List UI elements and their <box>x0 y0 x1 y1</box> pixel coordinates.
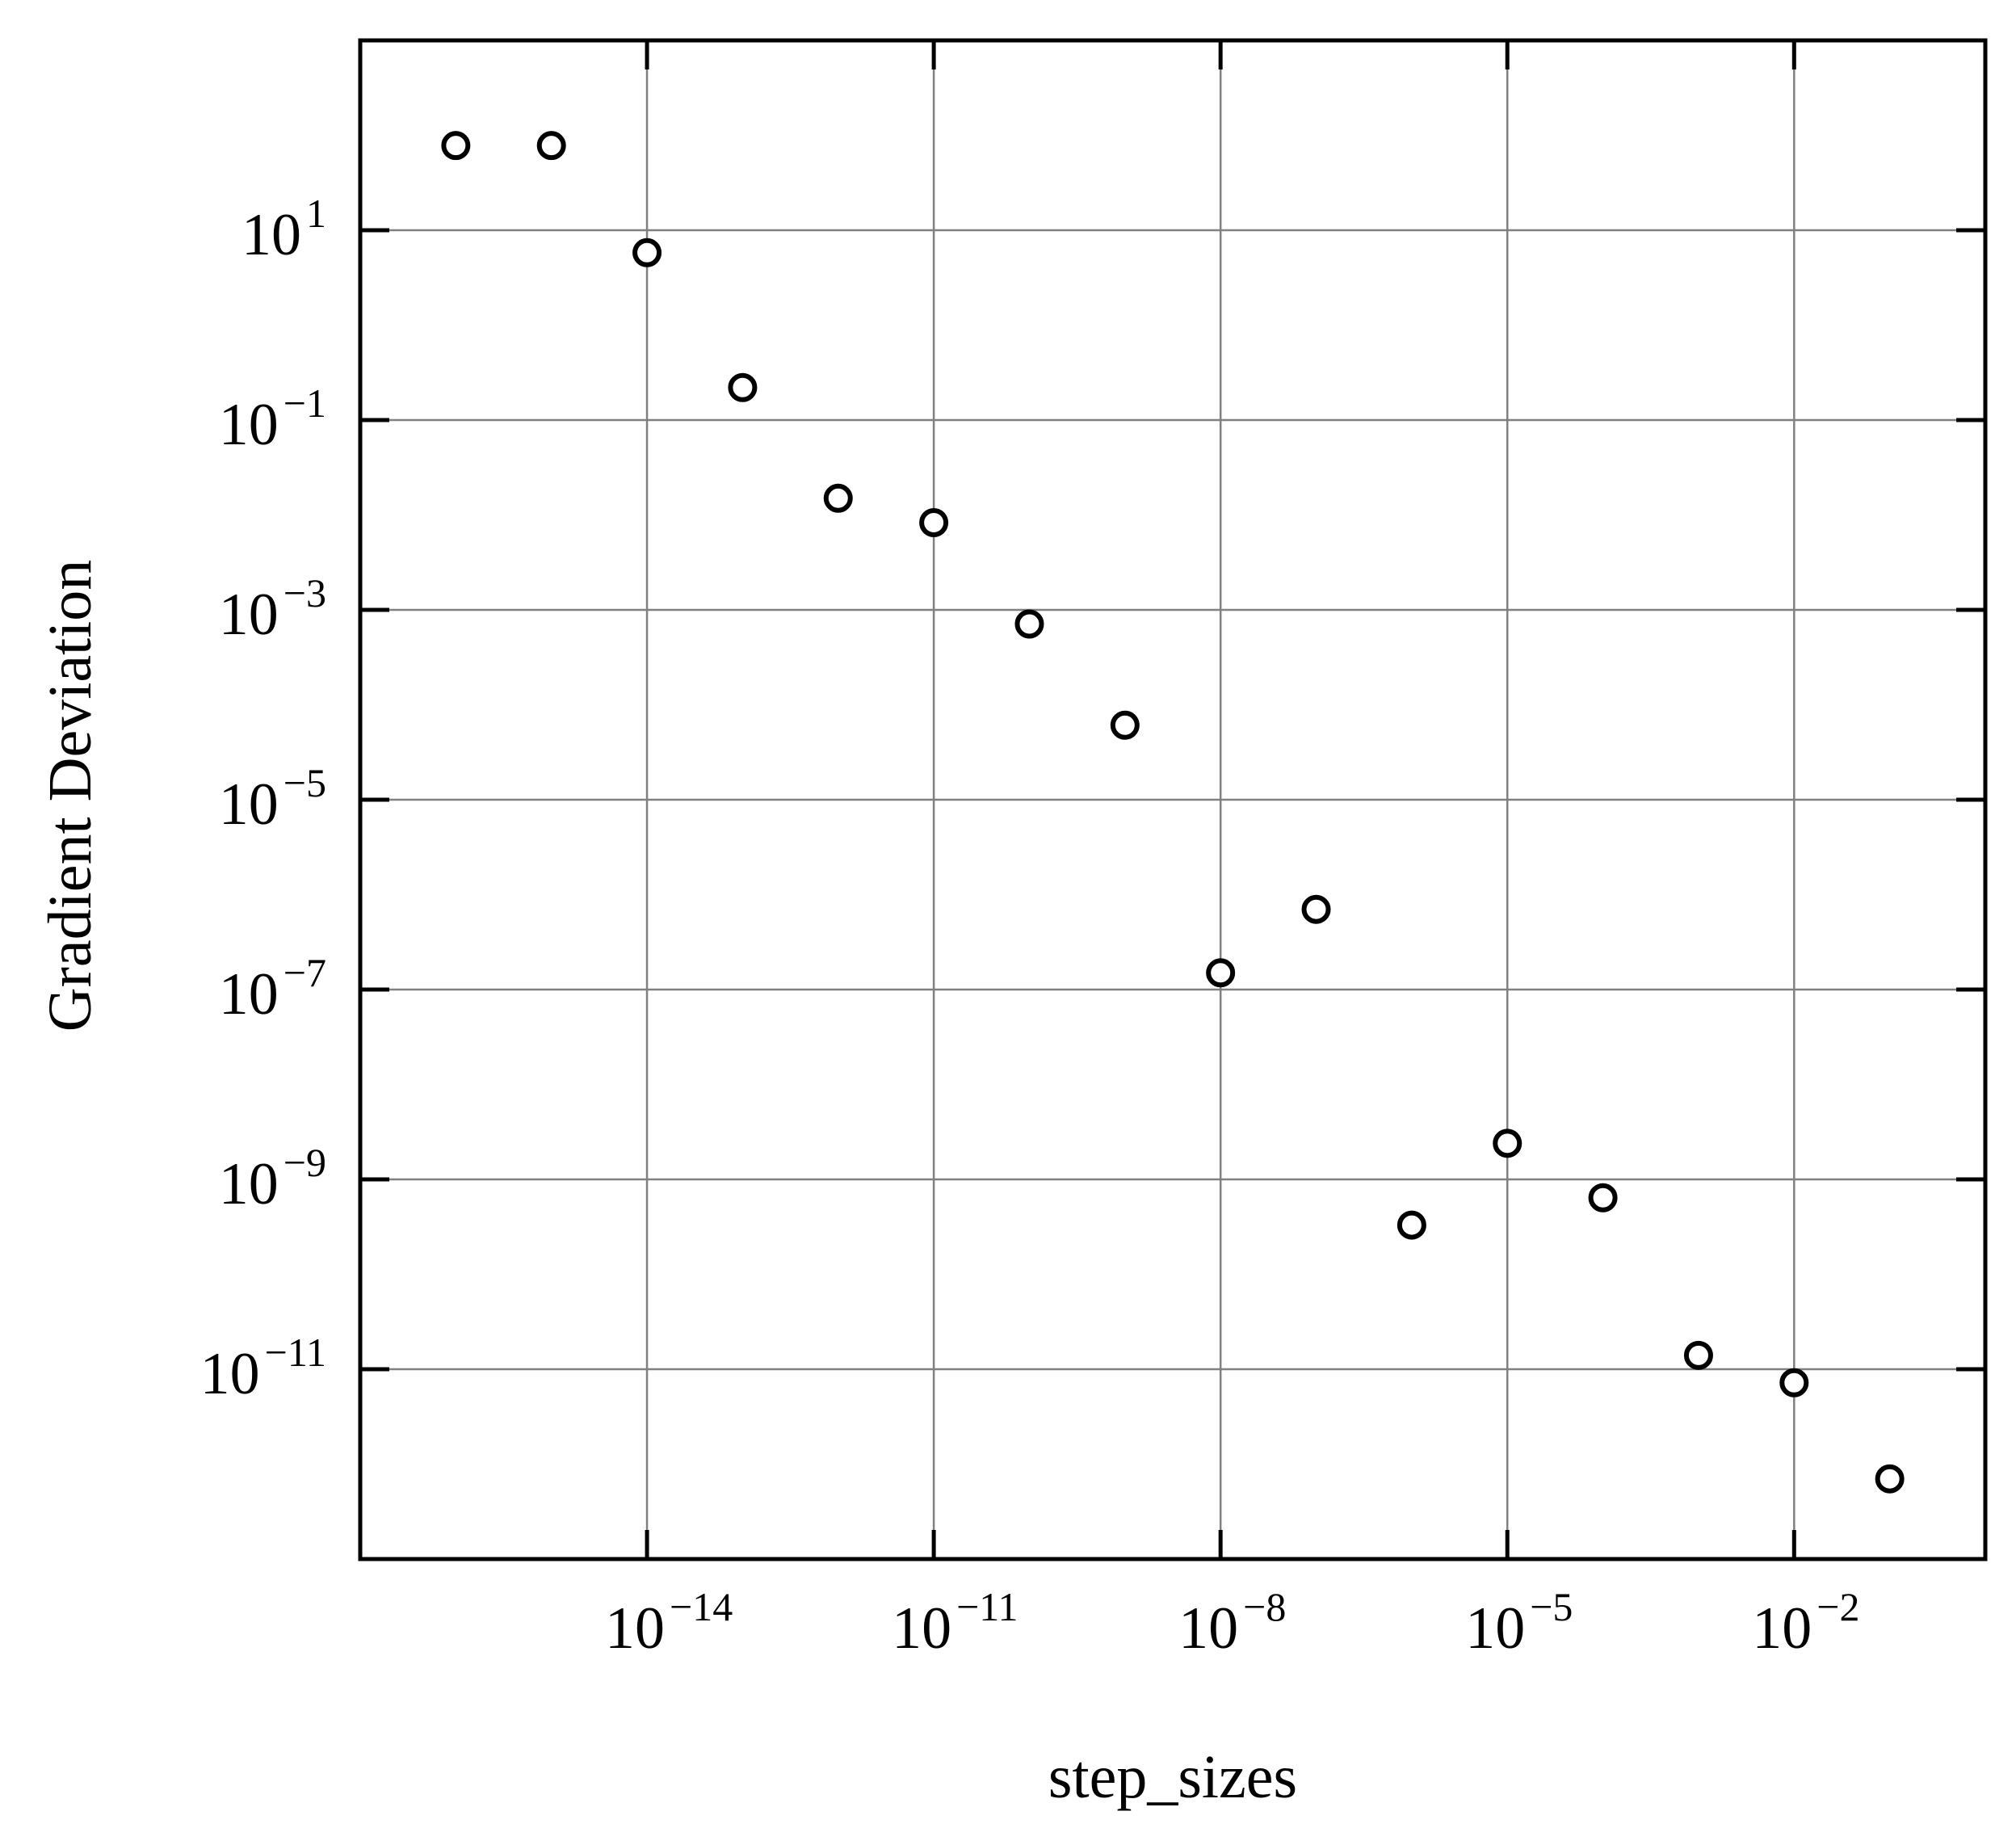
data-point <box>1110 710 1140 740</box>
x-tick-labels: 10 −14 10 −11 10 −8 10 −5 10 −2 <box>605 1584 1859 1662</box>
plot-frame <box>358 38 1988 1561</box>
data-point <box>536 131 566 161</box>
data-point <box>441 131 471 161</box>
grid-lines <box>360 40 1985 1559</box>
y-tick-label: 10 −5 <box>219 760 326 838</box>
data-point <box>1683 1340 1713 1370</box>
y-tick-label: 10 1 <box>242 191 326 268</box>
y-tick-label: 10 −11 <box>200 1330 326 1407</box>
data-points <box>441 131 1905 1494</box>
data-point <box>1396 1210 1426 1240</box>
data-point <box>1206 958 1236 988</box>
x-tick-label: 10 −2 <box>1752 1584 1859 1662</box>
y-tick-label: 10 −7 <box>219 950 326 1028</box>
data-point <box>1301 894 1331 924</box>
x-axis-title: step_sizes <box>1048 1743 1297 1811</box>
x-tick-label: 10 −14 <box>605 1584 733 1662</box>
data-point <box>919 508 949 538</box>
y-tick-label: 10 −3 <box>219 570 326 648</box>
data-point <box>632 237 662 267</box>
y-axis-title: Gradient Deviation <box>36 560 104 1032</box>
x-tick-label: 10 −5 <box>1465 1584 1573 1662</box>
data-point <box>1493 1128 1522 1158</box>
tick-marks <box>360 40 1985 1559</box>
data-point <box>1014 609 1044 639</box>
data-point <box>1875 1464 1905 1494</box>
x-tick-label: 10 −8 <box>1178 1584 1286 1662</box>
y-tick-label: 10 −9 <box>219 1140 326 1217</box>
data-point <box>728 372 758 402</box>
data-point <box>823 483 853 513</box>
data-point <box>1779 1368 1809 1397</box>
data-point <box>1588 1183 1618 1212</box>
x-tick-label: 10 −11 <box>892 1584 1018 1662</box>
y-tick-label: 10 −1 <box>219 380 326 458</box>
